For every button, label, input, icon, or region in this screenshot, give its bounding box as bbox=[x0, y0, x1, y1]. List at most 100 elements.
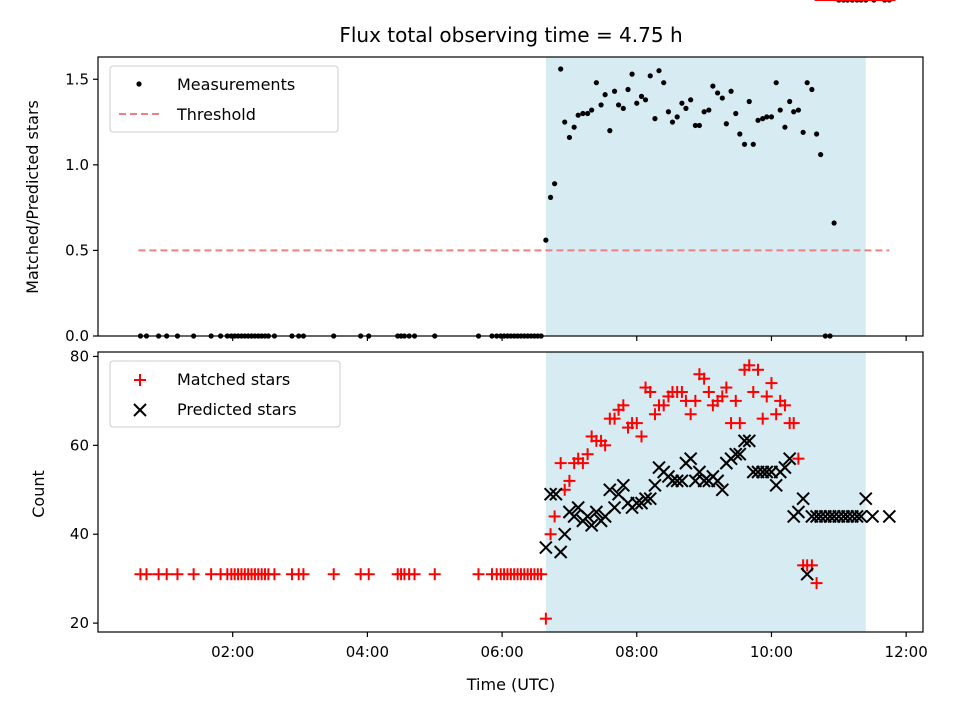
predicted-star-point bbox=[567, 509, 581, 524]
matched-star-point bbox=[635, 430, 648, 443]
matched-star-point bbox=[608, 412, 621, 425]
predicted-star-point bbox=[850, 509, 864, 524]
matched-star-point bbox=[548, 510, 561, 523]
measurement-point bbox=[598, 102, 604, 108]
matched-star-point bbox=[720, 381, 733, 394]
measurement-point bbox=[674, 114, 680, 120]
predicted-star-point bbox=[549, 487, 563, 501]
matched-star-point bbox=[787, 417, 800, 430]
bottom-legend-x-marker bbox=[133, 403, 147, 417]
matched-star-point bbox=[778, 399, 791, 412]
measurement-point bbox=[706, 107, 712, 113]
measurement-point bbox=[701, 109, 707, 115]
predicted-star-point bbox=[882, 509, 897, 524]
measurement-point bbox=[620, 105, 626, 111]
top-y-axis-label: Matched/Predicted stars bbox=[23, 100, 42, 294]
predicted-star-point bbox=[840, 509, 855, 524]
matched-star-point bbox=[684, 408, 697, 421]
measurement-point bbox=[764, 114, 770, 120]
predicted-star-point bbox=[580, 509, 595, 524]
matched-star-point bbox=[756, 412, 769, 425]
predicted-star-point bbox=[800, 567, 814, 581]
measurement-point bbox=[692, 122, 698, 129]
top-legend-box bbox=[109, 65, 339, 133]
predicted-star-point bbox=[737, 434, 752, 448]
measurement-point bbox=[656, 68, 662, 74]
matched-star-point bbox=[698, 372, 711, 385]
measurement-point bbox=[661, 80, 667, 86]
matched-star-point bbox=[644, 386, 657, 398]
predicted-star-point bbox=[584, 518, 599, 533]
bottom-y-tick-label: 60 bbox=[70, 436, 89, 454]
top-y-tick-label: 0.0 bbox=[65, 327, 89, 345]
measurement-point bbox=[562, 119, 568, 125]
measurement-point bbox=[602, 92, 608, 98]
predicted-star-point bbox=[607, 500, 622, 515]
measurement-point bbox=[737, 131, 743, 137]
measurement-point bbox=[566, 134, 573, 141]
predicted-star-point bbox=[683, 451, 698, 466]
predicted-star-point bbox=[859, 491, 873, 506]
matched-star-point bbox=[765, 377, 778, 390]
measurement-point bbox=[688, 97, 694, 103]
measurement-point bbox=[733, 110, 739, 117]
matched-star-point bbox=[648, 408, 661, 421]
bottom-legend-plus-marker bbox=[134, 374, 146, 386]
matched-star-point bbox=[576, 457, 589, 470]
predicted-star-point bbox=[760, 465, 774, 479]
predicted-star-point bbox=[589, 505, 604, 519]
matched-star-point bbox=[752, 363, 764, 376]
measurement-point bbox=[714, 90, 721, 96]
predicted-star-point bbox=[558, 527, 572, 541]
matched-star-point bbox=[554, 457, 567, 470]
bottom-x-tick-label: 10:00 bbox=[750, 643, 793, 661]
measurement-point bbox=[543, 237, 549, 243]
measurement-point bbox=[607, 128, 613, 134]
matched-star-point bbox=[187, 568, 200, 581]
measurement-point bbox=[696, 122, 703, 129]
bottom-x-tick-label: 02:00 bbox=[211, 643, 254, 661]
matched-star-point bbox=[630, 417, 643, 430]
bottom-legend-label-predicted: Predicted stars bbox=[177, 400, 297, 419]
measurement-point bbox=[580, 110, 586, 117]
predicted-star-point bbox=[603, 483, 617, 497]
x-axis-label: Time (UTC) bbox=[466, 675, 555, 694]
predicted-star-point bbox=[778, 460, 792, 475]
measurement-point bbox=[652, 116, 658, 122]
bottom-plot-frame bbox=[97, 351, 924, 633]
predicted-star-point bbox=[715, 483, 730, 497]
matched-star-point bbox=[689, 394, 702, 407]
bottom-y-tick-label: 80 bbox=[70, 347, 89, 365]
matched-star-point bbox=[733, 417, 746, 430]
predicted-star-point bbox=[553, 545, 568, 559]
measurement-point bbox=[746, 98, 752, 105]
measurement-point bbox=[593, 80, 599, 86]
matched-star-point bbox=[140, 568, 153, 581]
matched-star-point bbox=[617, 399, 630, 412]
matched-star-point bbox=[810, 577, 823, 590]
predicted-star-point bbox=[630, 496, 644, 510]
measurement-point bbox=[589, 107, 595, 113]
measurement-point bbox=[760, 116, 766, 122]
matched-star-point bbox=[747, 386, 760, 398]
matched-star-point bbox=[743, 359, 756, 372]
predicted-star-point bbox=[733, 447, 747, 461]
measurement-point bbox=[669, 119, 676, 125]
top-y-tick-label: 0.5 bbox=[65, 241, 89, 259]
matched-star-point bbox=[362, 568, 375, 581]
measurement-point bbox=[615, 102, 622, 108]
predicted-star-point bbox=[827, 509, 841, 524]
measurement-point bbox=[813, 131, 820, 137]
predicted-star-point bbox=[854, 509, 868, 524]
top-panel: 0.0 0.5 1.0 1.5 Matched/Predicted stars Mea… bbox=[23, 0, 924, 345]
matched-star-point bbox=[268, 568, 281, 581]
matched-star-point bbox=[428, 568, 441, 581]
matched-star-point bbox=[539, 612, 552, 625]
matched-star-point bbox=[297, 568, 310, 581]
measurement-point bbox=[741, 141, 748, 147]
measurement-point bbox=[638, 93, 645, 99]
measurement-point bbox=[804, 80, 810, 86]
matched-star-point bbox=[563, 474, 576, 487]
measurement-point bbox=[710, 83, 716, 89]
